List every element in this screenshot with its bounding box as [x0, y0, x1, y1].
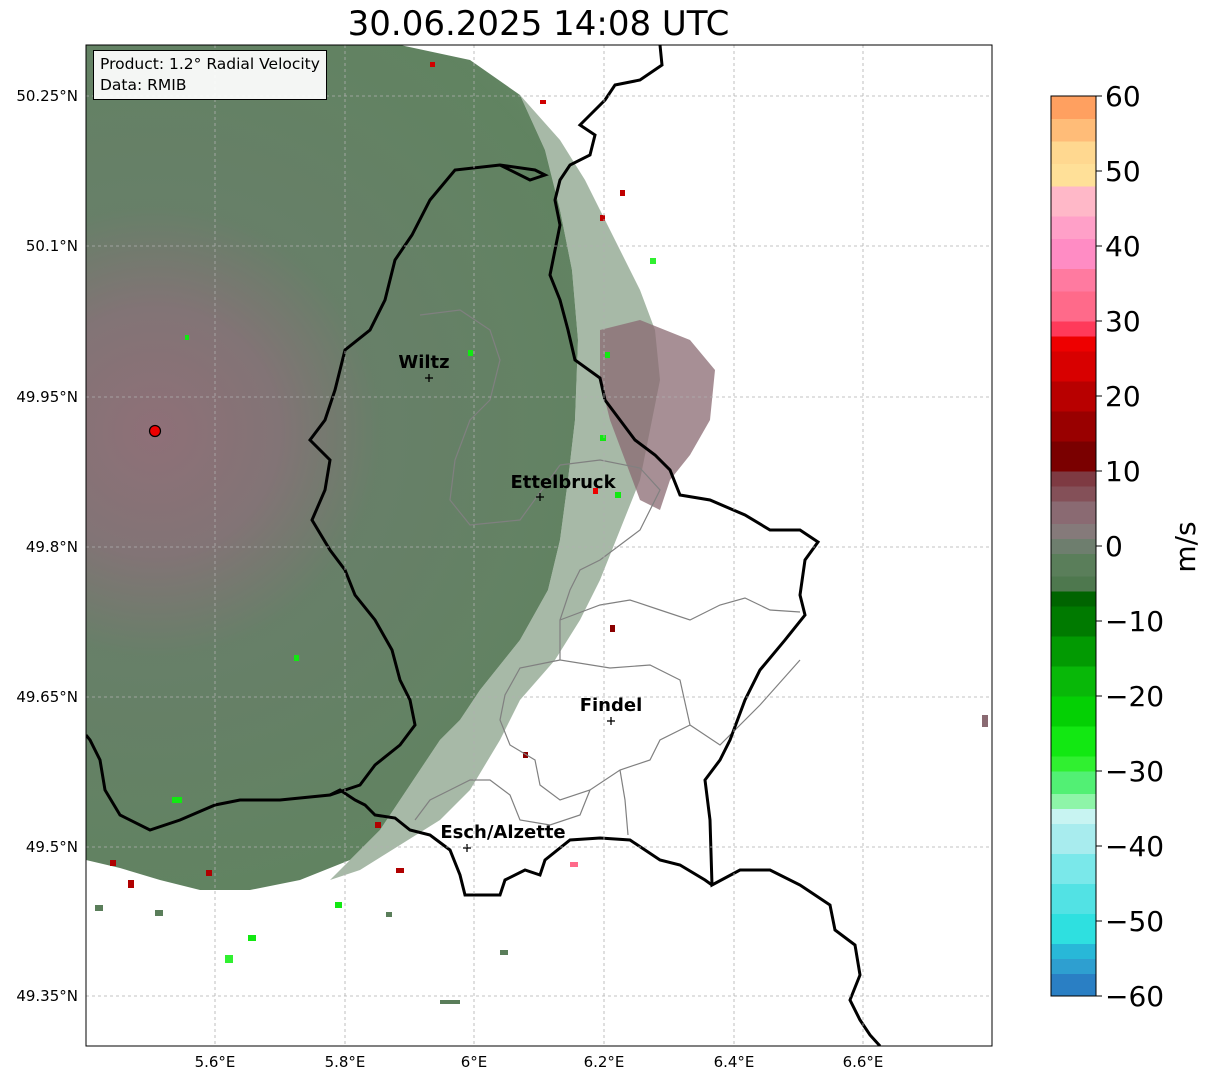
- colorbar-ticks: 60 50 40 30 20 10 0 −10 −20 −30 −40 −50 −60: [1096, 80, 1164, 1013]
- colorbar-band: [1051, 96, 1096, 119]
- map-title: 30.06.2025 14:08 UTC: [347, 4, 730, 44]
- colorbar-band: [1051, 163, 1096, 187]
- product-label: Product: 1.2° Radial Velocity: [100, 55, 320, 73]
- colorbar-band: [1051, 268, 1096, 292]
- y-tick-label: 50.1°N: [26, 237, 78, 255]
- x-tick-label: 6.6°E: [843, 1053, 884, 1071]
- colorbar-tick-label: 50: [1105, 155, 1141, 188]
- colorbar-bands: [1051, 96, 1096, 997]
- gridlines: [86, 45, 992, 1046]
- y-tick-label: 50.25°N: [16, 87, 78, 105]
- city-label-esch-alzette: Esch/Alzette: [440, 822, 565, 843]
- colorbar-band: [1051, 606, 1096, 637]
- colorbar-band: [1051, 853, 1096, 884]
- colorbar-tick-label: −10: [1105, 605, 1164, 638]
- colorbar-band: [1051, 118, 1096, 142]
- radar-echo-field: [86, 45, 578, 890]
- y-tick-label: 49.65°N: [16, 688, 78, 706]
- radar-echo-fringe: [330, 95, 660, 880]
- colorbar-band: [1051, 501, 1096, 524]
- colorbar-band: [1051, 216, 1096, 239]
- colorbar-tick-label: 20: [1105, 380, 1141, 413]
- colorbar-band: [1051, 666, 1096, 697]
- colorbar-band: [1051, 238, 1096, 269]
- colorbar-band: [1051, 726, 1096, 757]
- colorbar-band: [1051, 883, 1096, 914]
- colorbar-band: [1051, 321, 1096, 337]
- colorbar-band: [1051, 943, 1096, 959]
- colorbar-band: [1051, 291, 1096, 322]
- colorbar-band: [1051, 973, 1096, 997]
- province-boundary-west: [419, 309, 561, 526]
- plot-frame: [85, 44, 993, 1047]
- city-label-ettelbruck: Ettelbruck: [510, 472, 616, 493]
- colorbar-tick-label: −60: [1105, 980, 1164, 1013]
- colorbar-tick-label: 10: [1105, 455, 1141, 488]
- colorbar-band: [1051, 523, 1096, 539]
- colorbar-band: [1051, 351, 1096, 382]
- radar-echo-speckles: [95, 62, 988, 1004]
- colorbar-band: [1051, 186, 1096, 217]
- x-tick-label: 6.4°E: [714, 1053, 755, 1071]
- colorbar-tick-label: −40: [1105, 830, 1164, 863]
- colorbar-band: [1051, 486, 1096, 502]
- colorbar-band: [1051, 823, 1096, 854]
- colorbar-tick-label: 40: [1105, 230, 1141, 263]
- radar-site-marker: [148, 424, 162, 438]
- colorbar-tick-label: 60: [1105, 80, 1141, 113]
- colorbar-band: [1051, 576, 1096, 592]
- city-marker-wiltz: [425, 374, 433, 382]
- y-tick-label: 49.35°N: [16, 987, 78, 1005]
- x-tick-label: 6°E: [461, 1053, 488, 1071]
- colorbar-band: [1051, 141, 1096, 164]
- colorbar: 60 50 40 30 20 10 0 −10 −20 −30 −40 −50 −60 m/s: [1050, 80, 1202, 1013]
- colorbar-tick-label: −30: [1105, 755, 1164, 788]
- colorbar-band: [1051, 538, 1096, 554]
- colorbar-tick-label: −50: [1105, 905, 1164, 938]
- colorbar-band: [1051, 808, 1096, 824]
- city-label-findel: Findel: [580, 695, 643, 716]
- x-tick-label: 6.2°E: [584, 1053, 625, 1071]
- y-tick-label: 49.5°N: [26, 838, 78, 856]
- colorbar-band: [1051, 756, 1096, 772]
- data-source-label: Data: RMIB: [100, 76, 187, 94]
- colorbar-band: [1051, 958, 1096, 974]
- radar-echo-east-cells: [600, 320, 715, 510]
- colorbar-band: [1051, 771, 1096, 794]
- province-boundary: [414, 459, 801, 836]
- city-marker-ettelbruck: [536, 493, 544, 501]
- city-marker-esch-alzette: [463, 844, 471, 852]
- colorbar-tick-label: 0: [1105, 530, 1123, 563]
- y-tick-label: 49.95°N: [16, 388, 78, 406]
- product-info-box: Product: 1.2° Radial Velocity Data: RMIB: [93, 50, 327, 100]
- city-label-wiltz: Wiltz: [398, 352, 449, 373]
- colorbar-band: [1051, 793, 1096, 809]
- colorbar-unit-label: m/s: [1169, 521, 1202, 572]
- y-tick-label: 49.8°N: [26, 538, 78, 556]
- colorbar-band: [1051, 591, 1096, 607]
- colorbar-band: [1051, 913, 1096, 944]
- colorbar-band: [1051, 336, 1096, 352]
- x-tick-label: 5.8°E: [325, 1053, 366, 1071]
- colorbar-band: [1051, 696, 1096, 727]
- city-marker-findel: [607, 717, 615, 725]
- colorbar-band: [1051, 411, 1096, 442]
- colorbar-band: [1051, 471, 1096, 487]
- colorbar-band: [1051, 381, 1096, 412]
- colorbar-tick-label: 30: [1105, 305, 1141, 338]
- national-border: [548, 45, 882, 1046]
- x-tick-label: 5.6°E: [195, 1053, 236, 1071]
- colorbar-band: [1051, 636, 1096, 667]
- colorbar-band: [1051, 553, 1096, 577]
- colorbar-band: [1051, 441, 1096, 472]
- colorbar-tick-label: −20: [1105, 680, 1164, 713]
- national-border-belgium: [86, 163, 549, 832]
